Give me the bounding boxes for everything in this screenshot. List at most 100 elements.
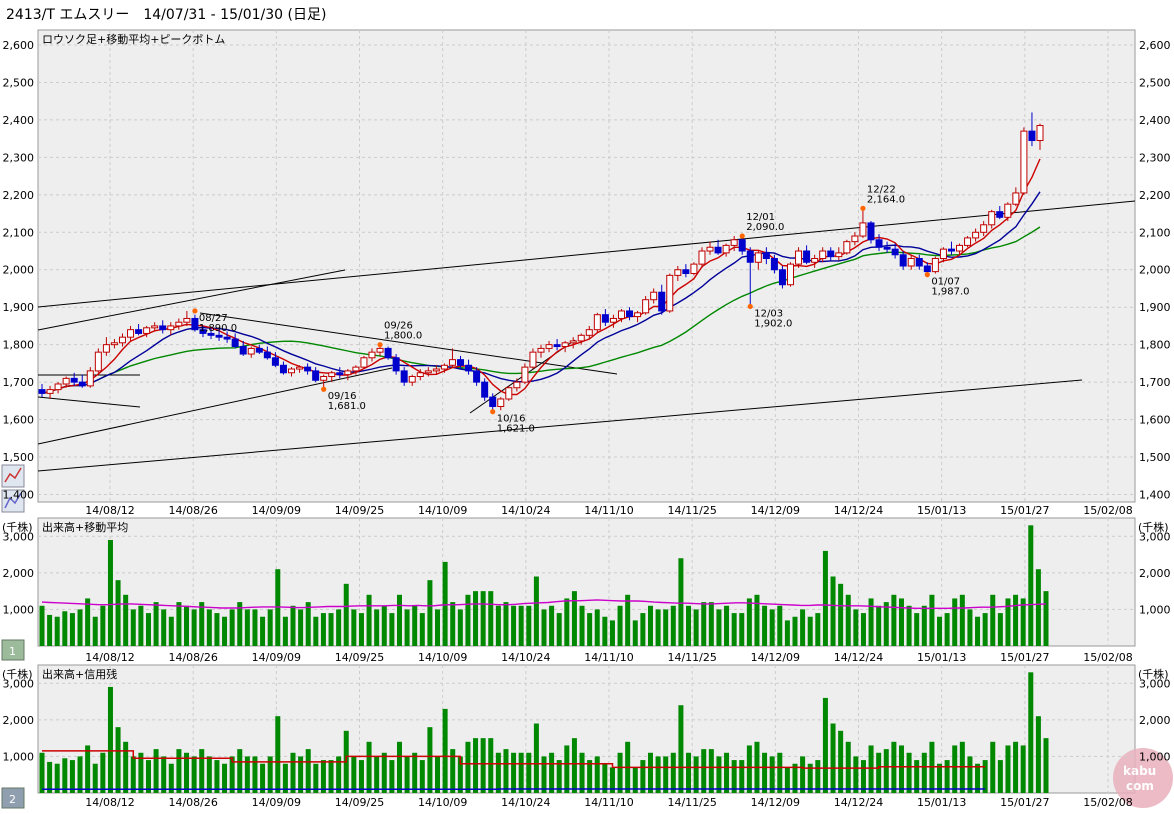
- price-tick-left: 1,500: [3, 451, 35, 464]
- volume-bar: [336, 609, 341, 646]
- margin-volume-bar: [435, 756, 440, 793]
- candle-body: [313, 371, 319, 380]
- candle-body: [224, 337, 230, 339]
- candle-body: [47, 390, 53, 394]
- volume-date-tick: 14/10/09: [418, 651, 467, 664]
- margin-volume-bar: [580, 753, 585, 793]
- margin-volume-bar: [329, 760, 334, 793]
- candle-body: [973, 232, 979, 238]
- volume-date-tick: 14/11/10: [584, 651, 633, 664]
- volume-bar: [907, 606, 912, 646]
- volume-date-tick: 14/08/12: [85, 651, 134, 664]
- candle-body: [280, 365, 286, 372]
- volume-date-tick: 14/09/25: [335, 651, 384, 664]
- margin-volume-bar: [922, 753, 927, 793]
- volume-bar: [169, 617, 174, 646]
- margin-volume-bar: [199, 749, 204, 793]
- volume-bar: [732, 613, 737, 646]
- candle-body: [55, 384, 61, 390]
- margin-volume-bar: [321, 760, 326, 793]
- volume-bar: [214, 613, 219, 646]
- candle-body: [586, 330, 592, 336]
- volume-bar: [549, 606, 554, 646]
- peak-bottom-marker: [490, 409, 495, 414]
- candle-body: [731, 240, 737, 246]
- margin-volume-bar: [503, 749, 508, 793]
- margin-volume-bar: [945, 760, 950, 793]
- price-date-tick: 14/08/12: [85, 504, 134, 517]
- margin-volume-bar: [716, 756, 721, 793]
- margin-volume-bar: [648, 753, 653, 793]
- volume-bar: [397, 595, 402, 646]
- margin-volume-bar: [983, 760, 988, 793]
- candle-body: [136, 330, 142, 334]
- margin-volume-bar: [47, 762, 52, 793]
- panel-1-button[interactable]: 1: [2, 640, 24, 660]
- candle-body: [546, 345, 552, 349]
- margin-volume-bar: [587, 760, 592, 793]
- margin-volume-bar: [62, 758, 67, 793]
- volume-bar: [960, 595, 965, 646]
- margin-volume-bar: [412, 753, 417, 793]
- volume-bar: [785, 620, 790, 646]
- margin-volume-bar: [154, 749, 159, 793]
- margin-volume-bar: [85, 745, 90, 793]
- margin-volume-bar: [869, 745, 874, 793]
- margin-date-tick: 14/08/26: [168, 796, 217, 809]
- volume-bar: [694, 609, 699, 646]
- volume-bar: [435, 609, 440, 646]
- panel-2-button[interactable]: 2: [2, 788, 24, 808]
- volume-tick-right: 2,000: [1139, 567, 1171, 580]
- margin-date-tick: 14/12/24: [834, 796, 883, 809]
- candle-body: [474, 371, 480, 382]
- candle-body: [1013, 193, 1019, 204]
- margin-volume-bar: [701, 749, 706, 793]
- volume-bar: [716, 609, 721, 646]
- margin-volume-bar: [914, 760, 919, 793]
- candle-body: [554, 345, 560, 347]
- margin-volume-bar: [116, 727, 121, 793]
- candle-body: [538, 348, 544, 352]
- candle-body: [514, 382, 520, 388]
- margin-volume-bar: [443, 709, 448, 793]
- margin-date-tick: 14/11/25: [667, 796, 716, 809]
- volume-bar: [47, 615, 52, 646]
- margin-volume-bar: [686, 753, 691, 793]
- candle-body: [409, 377, 415, 383]
- volume-bar: [770, 609, 775, 646]
- volume-bar: [70, 613, 75, 646]
- margin-date-tick: 14/10/09: [418, 796, 467, 809]
- volume-bar: [405, 609, 410, 646]
- candle-body: [965, 238, 971, 245]
- margin-volume-bar: [367, 742, 372, 793]
- volume-bar: [937, 617, 942, 646]
- margin-panel-title: 出来高+信用残: [42, 667, 117, 681]
- candle-body: [989, 212, 995, 225]
- volume-bar: [245, 609, 250, 646]
- candle-body: [417, 373, 423, 377]
- volume-bar: [192, 609, 197, 646]
- margin-volume-bar: [382, 753, 387, 793]
- volume-bar: [427, 580, 432, 646]
- volume-bar: [678, 558, 683, 646]
- margin-volume-bar: [618, 753, 623, 793]
- margin-volume-bar: [374, 756, 379, 793]
- volume-bar: [526, 606, 531, 646]
- candle-body: [932, 259, 938, 272]
- candle-body: [119, 337, 125, 343]
- candle-body: [482, 382, 488, 397]
- candle-body: [940, 249, 946, 258]
- peak-value-label: 1,621.0: [497, 424, 535, 435]
- volume-bar: [777, 606, 782, 646]
- volume-bar: [100, 606, 105, 646]
- volume-bar: [344, 584, 349, 646]
- volume-tick-right: 3,000: [1139, 530, 1171, 543]
- line-chart-tool-button[interactable]: [2, 465, 24, 487]
- volume-tick-left: 1,000: [3, 603, 35, 616]
- peak-bottom-marker: [377, 342, 382, 347]
- volume-bar: [123, 595, 128, 646]
- volume-bar: [762, 606, 767, 646]
- volume-bar: [458, 609, 463, 646]
- volume-bar: [443, 562, 448, 646]
- margin-volume-bar: [176, 749, 181, 793]
